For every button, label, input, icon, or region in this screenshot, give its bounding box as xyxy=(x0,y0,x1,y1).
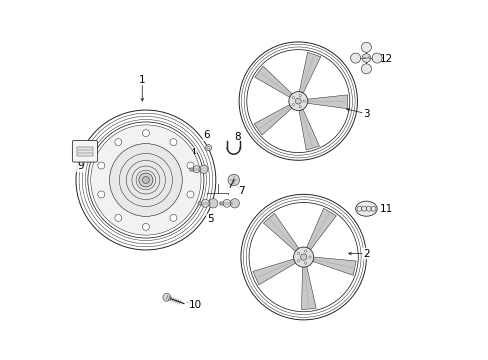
Circle shape xyxy=(230,199,239,208)
Text: 10: 10 xyxy=(188,300,201,310)
Circle shape xyxy=(308,256,310,258)
Circle shape xyxy=(304,262,306,264)
Circle shape xyxy=(109,144,182,216)
Bar xyxy=(219,202,234,205)
Polygon shape xyxy=(299,52,320,93)
Circle shape xyxy=(304,250,306,252)
Circle shape xyxy=(208,199,218,208)
Circle shape xyxy=(205,145,211,151)
Text: 5: 5 xyxy=(207,215,213,224)
Circle shape xyxy=(362,54,370,62)
Circle shape xyxy=(295,98,301,104)
Circle shape xyxy=(186,162,194,169)
Circle shape xyxy=(371,53,382,63)
Text: 9: 9 xyxy=(77,161,83,171)
Circle shape xyxy=(142,176,149,184)
Circle shape xyxy=(142,130,149,137)
Circle shape xyxy=(169,139,177,145)
Circle shape xyxy=(297,252,299,255)
Circle shape xyxy=(207,147,209,149)
Circle shape xyxy=(246,50,349,153)
Circle shape xyxy=(299,94,301,96)
Text: 2: 2 xyxy=(363,248,369,258)
Bar xyxy=(198,202,212,205)
Polygon shape xyxy=(301,267,316,310)
Circle shape xyxy=(142,223,149,230)
Ellipse shape xyxy=(355,201,376,216)
Circle shape xyxy=(115,215,122,221)
Text: audi: audi xyxy=(362,56,369,60)
Polygon shape xyxy=(263,213,298,251)
Text: 6: 6 xyxy=(203,130,210,140)
Polygon shape xyxy=(254,66,291,97)
Circle shape xyxy=(91,125,201,235)
FancyBboxPatch shape xyxy=(72,140,97,162)
Circle shape xyxy=(139,173,153,187)
Circle shape xyxy=(300,254,306,260)
Circle shape xyxy=(199,165,207,174)
Circle shape xyxy=(350,53,360,63)
Text: 12: 12 xyxy=(379,54,392,64)
Circle shape xyxy=(361,42,371,52)
Bar xyxy=(77,147,93,156)
Circle shape xyxy=(361,64,371,74)
Text: 3: 3 xyxy=(363,109,369,119)
Polygon shape xyxy=(252,259,295,285)
Bar xyxy=(190,168,203,171)
Text: 1: 1 xyxy=(139,75,145,85)
Circle shape xyxy=(98,191,104,198)
Circle shape xyxy=(292,104,294,105)
Circle shape xyxy=(223,199,230,207)
Circle shape xyxy=(115,139,122,145)
Circle shape xyxy=(292,96,294,99)
Circle shape xyxy=(248,203,358,312)
Text: 11: 11 xyxy=(379,204,392,215)
Text: 4: 4 xyxy=(189,148,195,158)
Polygon shape xyxy=(306,208,336,250)
Circle shape xyxy=(297,260,299,262)
Polygon shape xyxy=(312,257,356,275)
Text: 8: 8 xyxy=(234,132,240,142)
Circle shape xyxy=(98,162,104,169)
Circle shape xyxy=(299,106,301,108)
Polygon shape xyxy=(307,95,347,109)
Circle shape xyxy=(288,92,307,111)
Circle shape xyxy=(169,215,177,221)
Circle shape xyxy=(163,293,170,301)
Circle shape xyxy=(227,174,239,186)
Polygon shape xyxy=(254,105,291,135)
Text: 7: 7 xyxy=(238,186,244,197)
Polygon shape xyxy=(299,109,319,150)
Circle shape xyxy=(88,122,203,238)
Circle shape xyxy=(293,247,313,267)
Circle shape xyxy=(186,191,194,198)
Circle shape xyxy=(201,199,209,207)
Circle shape xyxy=(193,166,200,173)
Circle shape xyxy=(303,100,305,102)
